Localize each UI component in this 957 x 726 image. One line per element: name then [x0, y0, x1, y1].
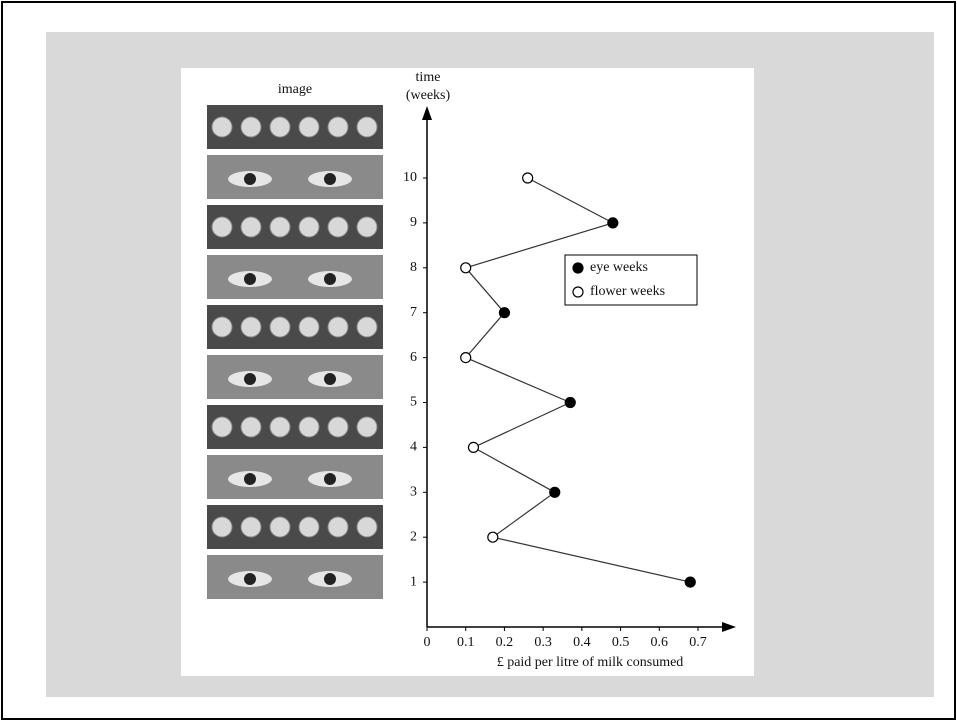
flower — [328, 217, 348, 237]
x-tick-label: 0.6 — [651, 635, 669, 650]
flower — [212, 217, 232, 237]
flower — [299, 217, 319, 237]
flower — [241, 117, 261, 137]
flower — [357, 217, 377, 237]
flower — [212, 317, 232, 337]
flower — [212, 117, 232, 137]
legend-marker — [573, 263, 583, 273]
flower — [241, 317, 261, 337]
y-tick-label: 10 — [403, 170, 417, 185]
legend-label: eye weeks — [590, 260, 648, 275]
flower — [328, 417, 348, 437]
iris — [324, 173, 336, 185]
y-tick-label: 1 — [410, 574, 417, 589]
y-tick-label: 4 — [410, 440, 417, 455]
x-tick-label: 0.4 — [573, 635, 591, 650]
y-tick-label: 3 — [410, 485, 417, 500]
iris — [324, 273, 336, 285]
y-tick-label: 8 — [410, 260, 417, 275]
marker — [608, 218, 618, 228]
flower — [328, 317, 348, 337]
iris — [244, 473, 256, 485]
flower — [270, 517, 290, 537]
iris — [324, 373, 336, 385]
marker — [488, 532, 498, 542]
iris — [244, 273, 256, 285]
flower — [357, 417, 377, 437]
iris — [244, 573, 256, 585]
flower — [270, 417, 290, 437]
flower — [357, 317, 377, 337]
flower — [241, 217, 261, 237]
flower — [270, 217, 290, 237]
x-label: £ paid per litre of milk consumed — [497, 655, 684, 670]
marker — [461, 263, 471, 273]
x-tick-label: 0.7 — [689, 635, 707, 650]
y-label: time — [416, 70, 441, 85]
page: image time (weeks) £ paid per litre of m… — [0, 0, 957, 721]
legend-label: flower weeks — [590, 284, 665, 299]
flower — [270, 117, 290, 137]
y-tick-label: 6 — [410, 350, 417, 365]
y-tick-label: 5 — [410, 395, 417, 410]
flower — [212, 517, 232, 537]
marker — [461, 353, 471, 363]
iris — [324, 473, 336, 485]
marker — [685, 577, 695, 587]
iris — [324, 573, 336, 585]
y-tick-label: 7 — [410, 305, 417, 320]
x-tick-label: 0.1 — [457, 635, 475, 650]
marker — [523, 173, 533, 183]
flower — [328, 517, 348, 537]
x-tick-label: 0.5 — [612, 635, 630, 650]
y-tick-label: 2 — [410, 529, 417, 544]
flower — [357, 517, 377, 537]
iris — [244, 173, 256, 185]
flower — [328, 117, 348, 137]
iris — [244, 373, 256, 385]
marker — [468, 442, 478, 452]
marker — [499, 308, 509, 318]
y-label: (weeks) — [406, 88, 451, 103]
flower — [299, 117, 319, 137]
flower — [212, 417, 232, 437]
x-tick-label: 0.3 — [534, 635, 552, 650]
image-label: image — [278, 82, 312, 97]
y-tick-label: 9 — [410, 215, 417, 230]
legend-marker — [573, 287, 583, 297]
flower — [241, 517, 261, 537]
flower — [357, 117, 377, 137]
marker — [565, 398, 575, 408]
flower — [299, 317, 319, 337]
marker — [550, 487, 560, 497]
x-tick-label: 0.2 — [496, 635, 514, 650]
flower — [299, 517, 319, 537]
x-tick-label: 0 — [424, 635, 431, 650]
flower — [270, 317, 290, 337]
flower — [299, 417, 319, 437]
flower — [241, 417, 261, 437]
